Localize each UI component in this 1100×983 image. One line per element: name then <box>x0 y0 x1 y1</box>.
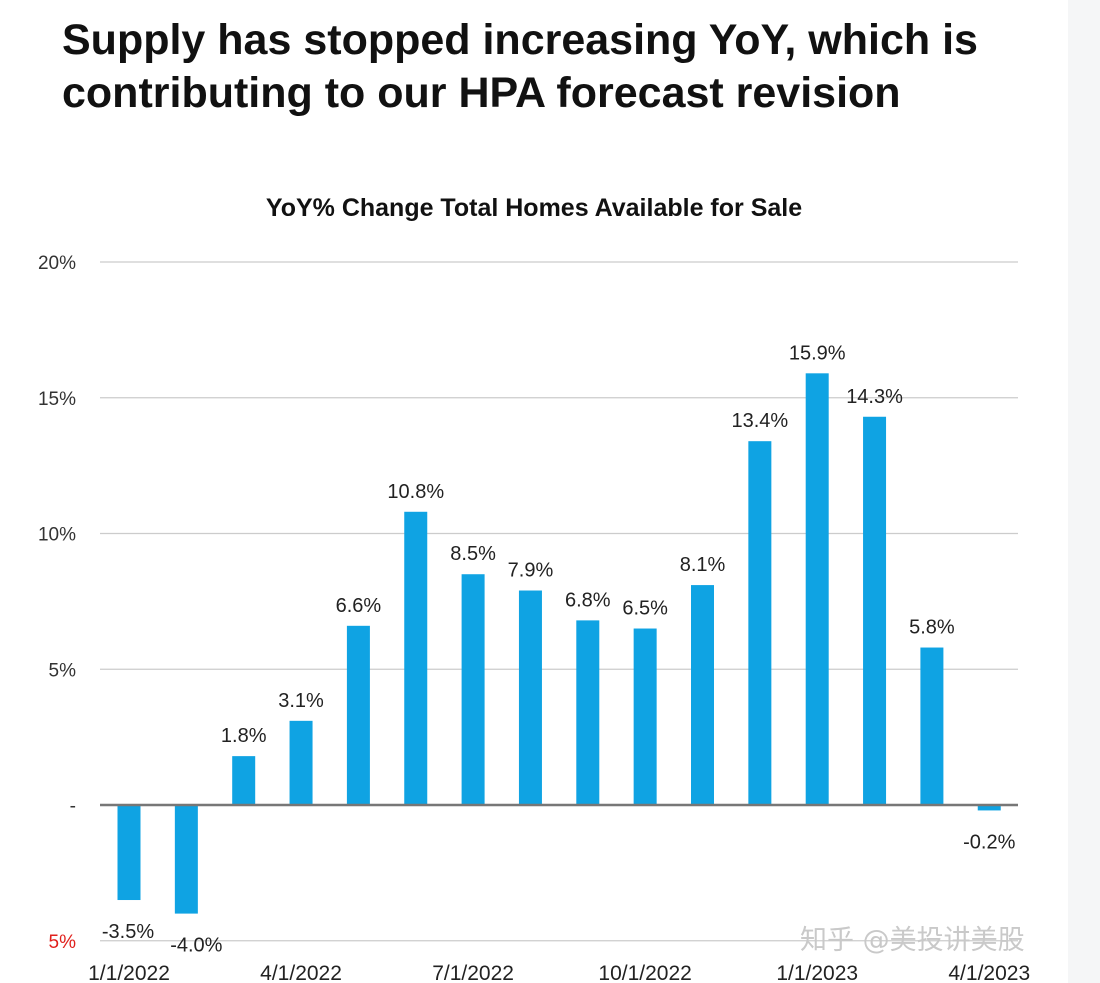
data-label: -0.2% <box>963 831 1015 853</box>
data-label: 1.8% <box>221 725 267 747</box>
bar <box>518 590 542 805</box>
x-tick-label: 4/1/2023 <box>948 962 1030 983</box>
data-label: -4.0% <box>170 935 222 957</box>
bar <box>576 620 600 805</box>
data-label: 5.8% <box>909 617 955 639</box>
y-tick-label: 20% <box>38 253 76 274</box>
y-axis-ticks: 20% 15% 10% 5% - 5% <box>38 253 76 953</box>
data-label: 14.3% <box>846 386 903 408</box>
bar <box>461 574 485 805</box>
bar <box>977 805 1001 811</box>
headline-line-1: Supply has stopped increasing YoY, which… <box>62 16 978 64</box>
bar <box>633 628 657 805</box>
bar <box>920 647 944 805</box>
y-tick-label: 15% <box>38 389 76 410</box>
x-axis-ticks: 1/1/2022 4/1/2022 7/1/2022 10/1/2022 1/1/202… <box>88 962 1030 983</box>
bar <box>863 416 887 805</box>
bar <box>174 805 198 914</box>
data-label: -3.5% <box>102 921 154 943</box>
data-label: 8.1% <box>680 554 726 576</box>
page-headline: Supply has stopped increasing YoY, which… <box>62 14 1062 120</box>
data-label: 8.5% <box>450 543 496 565</box>
bar <box>805 373 829 805</box>
y-tick-label: 5% <box>49 932 77 953</box>
data-label: 15.9% <box>789 342 846 364</box>
x-tick-label: 4/1/2022 <box>260 962 342 983</box>
x-tick-label: 10/1/2022 <box>598 962 691 983</box>
data-label: 3.1% <box>278 690 324 712</box>
y-tick-label: - <box>70 796 76 817</box>
data-label: 7.9% <box>508 560 554 582</box>
data-labels: -3.5% -4.0% 1.8% 3.1% 6.6% 10.8% 8.5% 7.9% 6.8% 6… <box>102 342 1016 956</box>
data-label: 6.8% <box>565 589 611 611</box>
bars <box>117 373 1001 914</box>
bar <box>289 720 313 805</box>
bar <box>404 511 428 805</box>
data-label: 10.8% <box>387 481 444 503</box>
bar <box>691 585 714 805</box>
bar <box>346 625 370 805</box>
watermark-text: 知乎 @美投讲美股 <box>800 925 1025 956</box>
bar <box>117 805 141 901</box>
y-tick-label: 5% <box>49 660 77 681</box>
data-label: 13.4% <box>731 410 788 432</box>
headline-line-2: contributing to our HPA forecast revisio… <box>62 69 901 117</box>
y-tick-label: 10% <box>38 525 76 546</box>
data-label: 6.6% <box>336 595 382 617</box>
bar <box>232 756 256 805</box>
x-tick-label: 1/1/2023 <box>776 962 858 983</box>
x-tick-label: 7/1/2022 <box>432 962 514 983</box>
data-label: 6.5% <box>622 598 668 620</box>
x-tick-label: 1/1/2022 <box>88 962 170 983</box>
right-edge-strip <box>1068 0 1100 983</box>
bar <box>748 441 772 805</box>
chart-title: YoY% Change Total Homes Available for Sa… <box>266 194 802 222</box>
